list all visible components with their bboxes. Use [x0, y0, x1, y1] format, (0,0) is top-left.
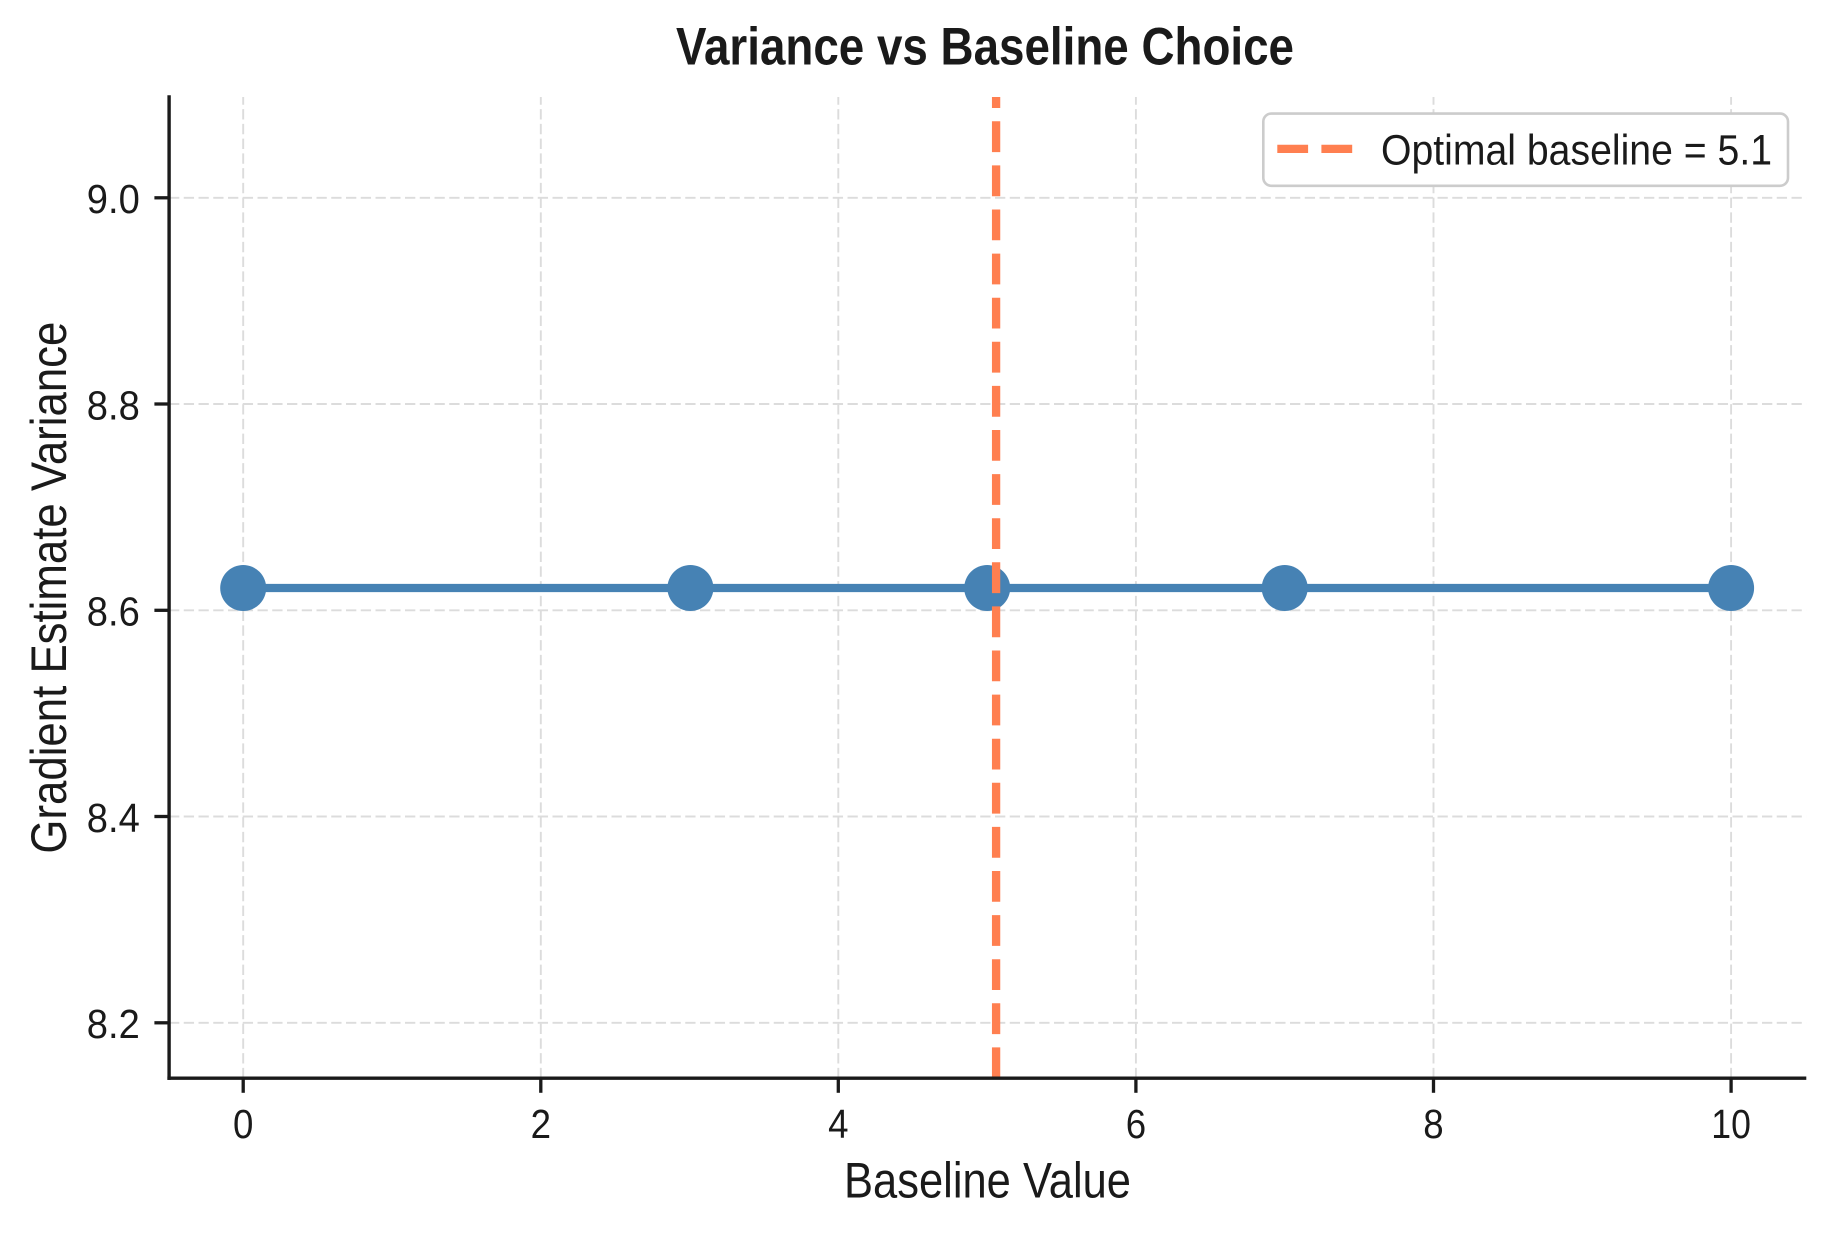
svg-text:8.8: 8.8: [87, 382, 140, 428]
svg-text:8: 8: [1423, 1101, 1443, 1147]
svg-text:4: 4: [828, 1101, 848, 1147]
svg-text:9.0: 9.0: [87, 176, 140, 222]
svg-text:Baseline Value: Baseline Value: [844, 1152, 1131, 1208]
svg-text:8.2: 8.2: [87, 1001, 140, 1047]
svg-text:8.6: 8.6: [87, 589, 140, 635]
svg-text:8.4: 8.4: [87, 795, 140, 841]
svg-text:2: 2: [531, 1101, 551, 1147]
svg-text:10: 10: [1711, 1101, 1751, 1147]
svg-text:6: 6: [1126, 1101, 1146, 1147]
svg-text:Variance vs Baseline Choice: Variance vs Baseline Choice: [676, 18, 1294, 77]
svg-text:Gradient Estimate Variance: Gradient Estimate Variance: [21, 322, 77, 854]
svg-text:0: 0: [233, 1101, 253, 1147]
svg-text:Optimal baseline = 5.1: Optimal baseline = 5.1: [1381, 127, 1772, 174]
